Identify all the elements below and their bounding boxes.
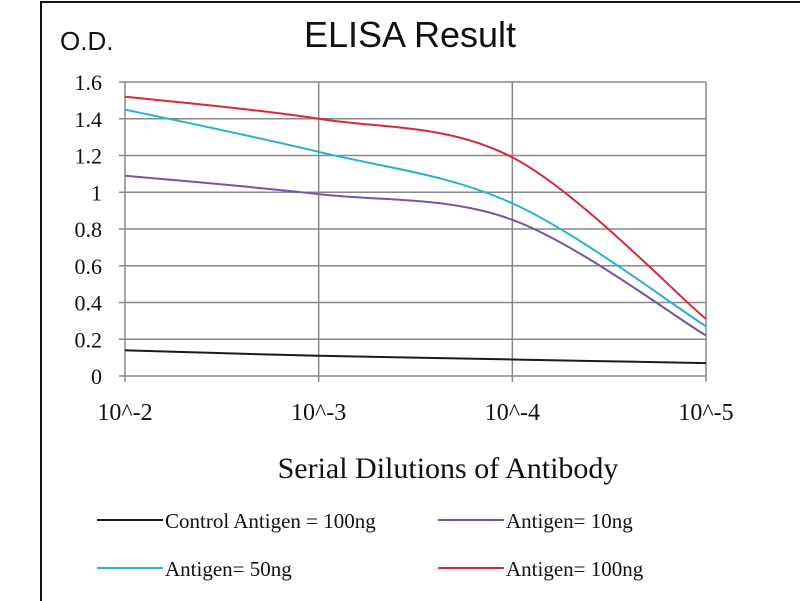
x-tick-label: 10^-4 [485,400,540,426]
legend-label: Control Antigen = 100ng [165,509,376,533]
x-tick-label: 10^-3 [291,400,346,426]
x-tick-label: 10^-2 [97,400,152,426]
y-axis-label: O.D. [60,26,113,56]
y-tick-label: 0.8 [75,217,103,242]
series-line-3 [124,95,707,320]
y-tick-label: 1.2 [75,144,103,169]
series-line-2 [124,108,707,328]
series-line-1 [124,174,707,337]
series-line-0 [124,349,707,365]
y-tick-label: 0 [91,364,102,389]
legend-label: Antigen= 10ng [506,509,633,533]
y-tick-label: 0.4 [75,291,103,316]
y-tick-label: 1.4 [75,107,103,132]
chart-frame [40,1,800,601]
x-axis-label: Serial Dilutions of Antibody [278,452,619,485]
chart-title: ELISA Result [304,14,516,55]
y-tick-label: 1.6 [75,70,103,95]
y-tick-label: 0.2 [75,327,103,352]
y-tick-label: 1 [91,180,102,205]
legend-label: Antigen= 50ng [165,557,292,581]
x-tick-label: 10^-5 [678,400,733,426]
legend-label: Antigen= 100ng [506,557,644,581]
y-tick-label: 0.6 [75,254,103,279]
